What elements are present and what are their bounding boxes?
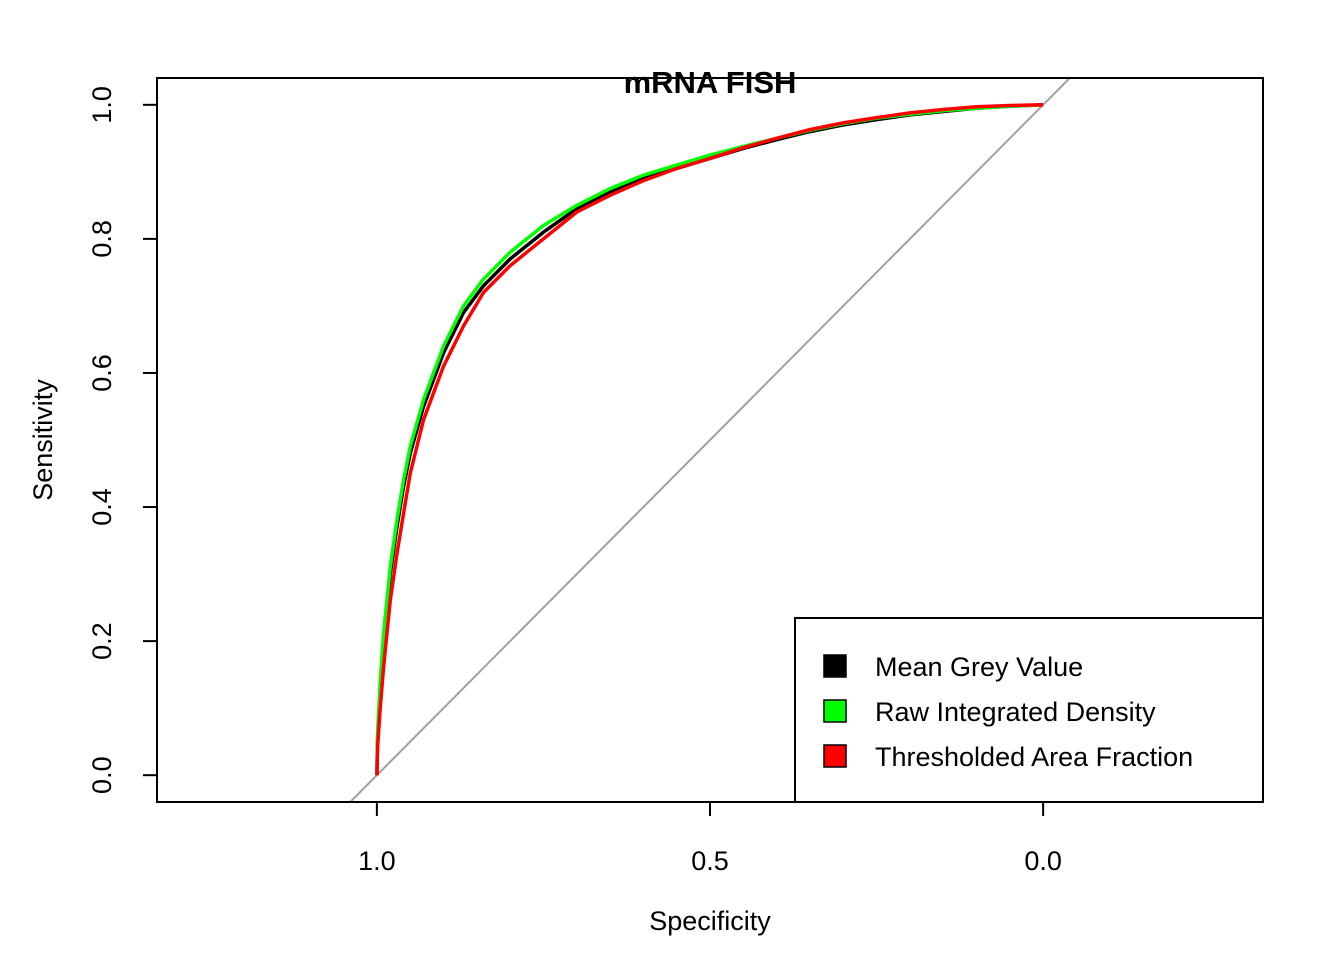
legend-swatch xyxy=(823,654,847,678)
legend-label: Raw Integrated Density xyxy=(875,697,1156,727)
x-tick-label: 1.0 xyxy=(358,846,396,876)
reference-diagonal xyxy=(348,78,1072,802)
y-axis-title: Sensitivity xyxy=(28,379,58,501)
legend-label: Mean Grey Value xyxy=(875,652,1083,682)
reference-layer xyxy=(348,78,1072,802)
legend-swatch xyxy=(823,699,847,723)
y-tick-label: 0.0 xyxy=(87,756,117,794)
y-tick-label: 0.4 xyxy=(87,488,117,526)
legend-box xyxy=(794,617,1264,803)
series-line-3 xyxy=(375,103,1044,776)
legend-label: Thresholded Area Fraction xyxy=(875,742,1193,772)
x-tick-label: 0.5 xyxy=(691,846,729,876)
series-layer xyxy=(375,103,1044,776)
axis-layer: 1.0 0.5 0.0 0.0 0.2 0.4 0.6 0.8 1.0 xyxy=(87,86,1062,876)
x-axis-title: Specificity xyxy=(649,906,771,936)
legend: Mean Grey Value Raw Integrated Density Thr… xyxy=(794,617,1264,803)
legend-swatch xyxy=(823,744,847,768)
chart-title: mRNA FISH xyxy=(624,65,797,100)
y-tick-label: 0.2 xyxy=(87,622,117,660)
x-tick-label: 0.0 xyxy=(1024,846,1062,876)
y-tick-label: 1.0 xyxy=(87,86,117,124)
y-tick-label: 0.8 xyxy=(87,220,117,258)
y-tick-label: 0.6 xyxy=(87,354,117,392)
